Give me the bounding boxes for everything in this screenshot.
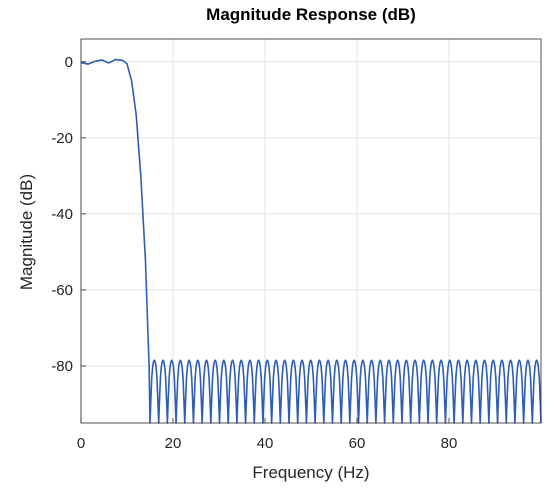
x-axis-ticks: 0 20 40 60 80 xyxy=(77,418,458,452)
x-tick-label: 60 xyxy=(349,435,366,452)
y-tick-label: 0 xyxy=(65,54,73,71)
grid-lines xyxy=(80,39,541,423)
x-tick-label: 40 xyxy=(257,435,274,452)
x-axis-label: Frequency (Hz) xyxy=(252,463,369,482)
series-line-magnitude xyxy=(80,58,542,424)
y-tick-label: -60 xyxy=(51,282,73,299)
x-tick-label: 0 xyxy=(77,435,85,452)
y-tick-label: -80 xyxy=(51,358,73,375)
y-axis-ticks: 0 -20 -40 -60 -80 xyxy=(51,54,86,375)
y-tick-label: -20 xyxy=(51,130,73,147)
x-tick-label: 20 xyxy=(165,435,182,452)
chart-title: Magnitude Response (dB) xyxy=(206,5,416,24)
plot-area xyxy=(81,39,541,423)
y-axis-label: Magnitude (dB) xyxy=(17,174,36,290)
plot-frame xyxy=(80,38,542,424)
x-tick-label: 80 xyxy=(441,435,458,452)
y-tick-label: -40 xyxy=(51,206,73,223)
